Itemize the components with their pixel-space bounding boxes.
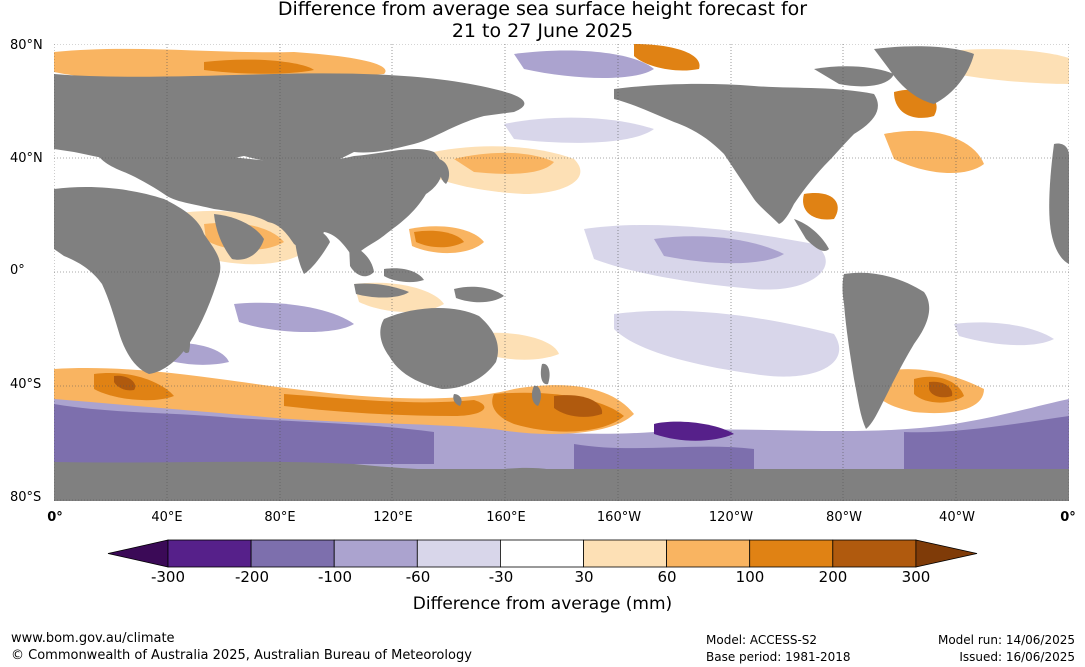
colorbar-tick: 60 [657,568,677,586]
colorbar-swatch [333,539,418,568]
lon-label-160e: 160°E [486,510,526,525]
colorbar-swatch [832,539,917,568]
colorbar-tick: 300 [901,568,931,586]
lon-label-80e: 80°E [264,510,296,525]
colorbar-tick: -60 [405,568,431,586]
lat-label-80n: 80°N [10,38,43,53]
tropical-negative-patches [154,50,1054,377]
lon-label-0-east: 0° [1060,510,1076,525]
colorbar-extend-high [915,539,978,568]
colorbar-swatch [749,539,834,568]
lon-label-0-west: 0° [47,510,63,525]
graticule [54,44,1069,501]
colorbar-swatch [416,539,501,568]
colorbar-tick: 200 [818,568,848,586]
lat-label-40n: 40°N [10,151,43,166]
colorbar-extend-low [107,539,169,568]
map-title-line-2: 21 to 27 June 2025 [451,20,634,42]
colorbar-label: Difference from average (mm) [412,594,673,614]
lon-label-120w: 120°W [708,510,754,525]
colorbar-tick: -100 [317,568,353,586]
footer-issued: Issued: 16/06/2025 [959,650,1075,664]
colorbar-tick: -200 [234,568,270,586]
map-title-line-1: Difference from average sea surface heig… [277,0,808,20]
footer-website: www.bom.gov.au/climate [11,631,175,646]
footer-base-period: Base period: 1981-2018 [706,650,851,664]
colorbar-tick: -300 [150,568,186,586]
colorbar-tick: 30 [574,568,594,586]
footer-copyright: © Commonwealth of Australia 2025, Austra… [11,648,472,663]
colorbar-swatch [167,539,252,568]
colorbar-swatch [666,539,751,568]
footer-model-run: Model run: 14/06/2025 [937,633,1075,647]
lon-label-40e: 40°E [151,510,183,525]
colorbar-swatch [499,539,584,568]
lon-label-80w: 80°W [826,510,862,525]
colorbar-swatch [583,539,667,568]
colorbar-swatch [250,539,335,568]
colorbar-tick: -30 [488,568,514,586]
southern-ocean-positive-band [54,368,984,434]
lat-label-0: 0° [10,263,25,278]
lat-label-40s: 40°S [10,377,42,392]
lon-label-40w: 40°W [939,510,975,525]
sea-height-anomaly-map [54,44,1069,501]
footer-model: Model: ACCESS-S2 [706,633,818,647]
lon-label-120e: 120°E [373,510,413,525]
lon-label-160w: 160°W [596,510,642,525]
lat-label-80s: 80°S [10,490,42,505]
land-masses [54,46,1069,501]
colorbar-tick: 100 [735,568,765,586]
